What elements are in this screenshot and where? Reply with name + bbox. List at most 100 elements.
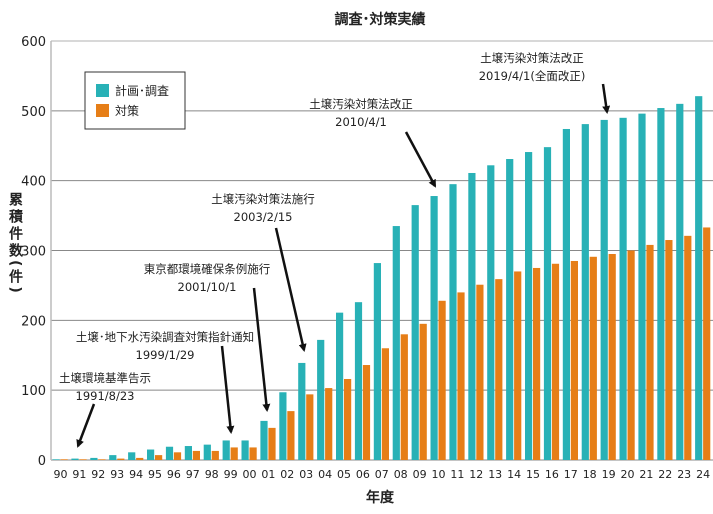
y-tick-label: 0	[38, 454, 46, 469]
y-tick-label: 100	[21, 384, 46, 399]
annotation: 土壌･地下水汚染調査対策指針通知 1999/1/29	[76, 330, 254, 434]
bar-countermeasure	[136, 457, 144, 460]
bar-countermeasure	[514, 271, 522, 460]
annotation-date: 2019/4/1(全面改正)	[479, 69, 586, 83]
legend-label-survey: 計画･調査	[115, 83, 169, 98]
bar-survey	[165, 446, 174, 460]
y-tick-label: 200	[21, 314, 46, 329]
x-tick-label: 94	[129, 468, 143, 481]
legend-label-countermeasure: 対策	[115, 104, 139, 118]
bar-countermeasure	[192, 450, 200, 460]
bar-countermeasure	[211, 450, 219, 460]
legend-swatch-survey	[96, 84, 109, 97]
annotation: 土壌汚染対策法改正 2010/4/1	[309, 97, 437, 188]
bar-countermeasure	[476, 284, 484, 460]
legend: 計画･調査 対策	[84, 71, 186, 130]
x-tick-label: 17	[564, 468, 578, 481]
x-tick-label: 23	[677, 468, 691, 481]
x-tick-label: 03	[299, 468, 313, 481]
bar-countermeasure	[646, 244, 654, 460]
annotation-title: 土壌汚染対策法施行	[211, 192, 315, 206]
bar-countermeasure	[344, 378, 352, 460]
annotation-title: 土壌･地下水汚染調査対策指針通知	[76, 330, 254, 344]
x-tick-label: 24	[696, 468, 710, 481]
x-tick-label: 90	[54, 468, 68, 481]
bar-survey	[600, 119, 608, 460]
bar-countermeasure	[419, 323, 427, 460]
x-tick-label: 98	[205, 468, 219, 481]
annotation-arrow-icon	[220, 345, 235, 434]
bar-countermeasure	[306, 394, 314, 460]
x-tick-label: 01	[261, 468, 275, 481]
chart-title: 調査･対策実績	[335, 11, 426, 28]
bar-survey	[52, 459, 60, 460]
bar-survey	[90, 457, 98, 460]
bar-survey	[354, 302, 363, 460]
x-tick-label: 92	[91, 468, 105, 481]
x-tick-label: 20	[621, 468, 635, 481]
annotation-date: 1991/8/23	[76, 389, 135, 403]
bar-survey	[373, 263, 381, 460]
x-tick-label: 93	[110, 468, 124, 481]
annotation-arrow-icon	[601, 83, 611, 114]
bar-countermeasure	[268, 427, 276, 460]
bar-countermeasure	[60, 459, 68, 460]
x-tick-label: 00	[243, 468, 257, 481]
x-tick-label: 91	[72, 468, 86, 481]
bar-survey	[506, 159, 514, 461]
x-tick-label: 14	[507, 468, 521, 481]
annotation-date: 1999/1/29	[136, 348, 195, 362]
bar-survey	[336, 312, 344, 460]
bar-survey	[449, 184, 457, 461]
x-tick-label: 95	[148, 468, 162, 481]
bar-countermeasure	[325, 388, 333, 460]
bar-survey	[562, 128, 570, 461]
annotation-title: 土壌環境基準告示	[59, 371, 151, 385]
x-tick-label: 18	[583, 468, 597, 481]
x-tick-label: 02	[280, 468, 294, 481]
bar-survey	[638, 113, 646, 461]
annotation-arrow-icon	[76, 403, 96, 448]
bar-survey	[317, 339, 325, 460]
x-tick-label: 99	[224, 468, 238, 481]
bar-countermeasure	[98, 459, 106, 460]
annotation-title: 土壌汚染対策法改正	[309, 97, 413, 111]
x-tick-label: 08	[394, 468, 408, 481]
bar-survey	[71, 458, 79, 460]
bar-countermeasure	[551, 263, 560, 460]
annotation-arrow-icon	[252, 287, 271, 412]
bar-countermeasure	[287, 411, 295, 460]
bar-survey	[222, 440, 230, 460]
annotation-arrow-icon	[274, 227, 307, 352]
bar-survey	[619, 117, 627, 461]
annotation-date: 2010/4/1	[335, 115, 387, 129]
bar-survey	[676, 103, 684, 460]
y-tick-label: 500	[21, 105, 46, 120]
x-tick-label: 11	[450, 468, 464, 481]
x-tick-label: 22	[658, 468, 672, 481]
bar-countermeasure	[230, 447, 238, 460]
bar-survey	[392, 226, 400, 460]
bar-countermeasure	[533, 267, 541, 460]
x-tick-label: 12	[469, 468, 483, 481]
annotation: 土壌汚染対策法改正 2019/4/1(全面改正)	[479, 51, 611, 114]
x-tick-label: 10	[432, 468, 446, 481]
bar-survey	[487, 165, 495, 460]
bar-survey	[657, 108, 665, 460]
bar-survey	[203, 444, 211, 460]
bar-survey	[525, 152, 533, 460]
bar-survey	[695, 96, 703, 460]
bar-countermeasure	[627, 250, 635, 460]
x-tick-label: 96	[167, 468, 181, 481]
bar-countermeasure	[570, 260, 578, 460]
x-tick-label: 04	[318, 468, 332, 481]
annotation: 東京都環境確保条例施行 2001/10/1	[144, 262, 271, 412]
bar-survey	[581, 124, 589, 460]
x-tick-label: 19	[602, 468, 616, 481]
annotation-title: 東京都環境確保条例施行	[144, 262, 271, 276]
bar-countermeasure	[457, 292, 465, 460]
annotation: 土壌環境基準告示 1991/8/23	[59, 371, 151, 448]
y-tick-label: 400	[21, 175, 46, 190]
bar-countermeasure	[117, 458, 125, 460]
